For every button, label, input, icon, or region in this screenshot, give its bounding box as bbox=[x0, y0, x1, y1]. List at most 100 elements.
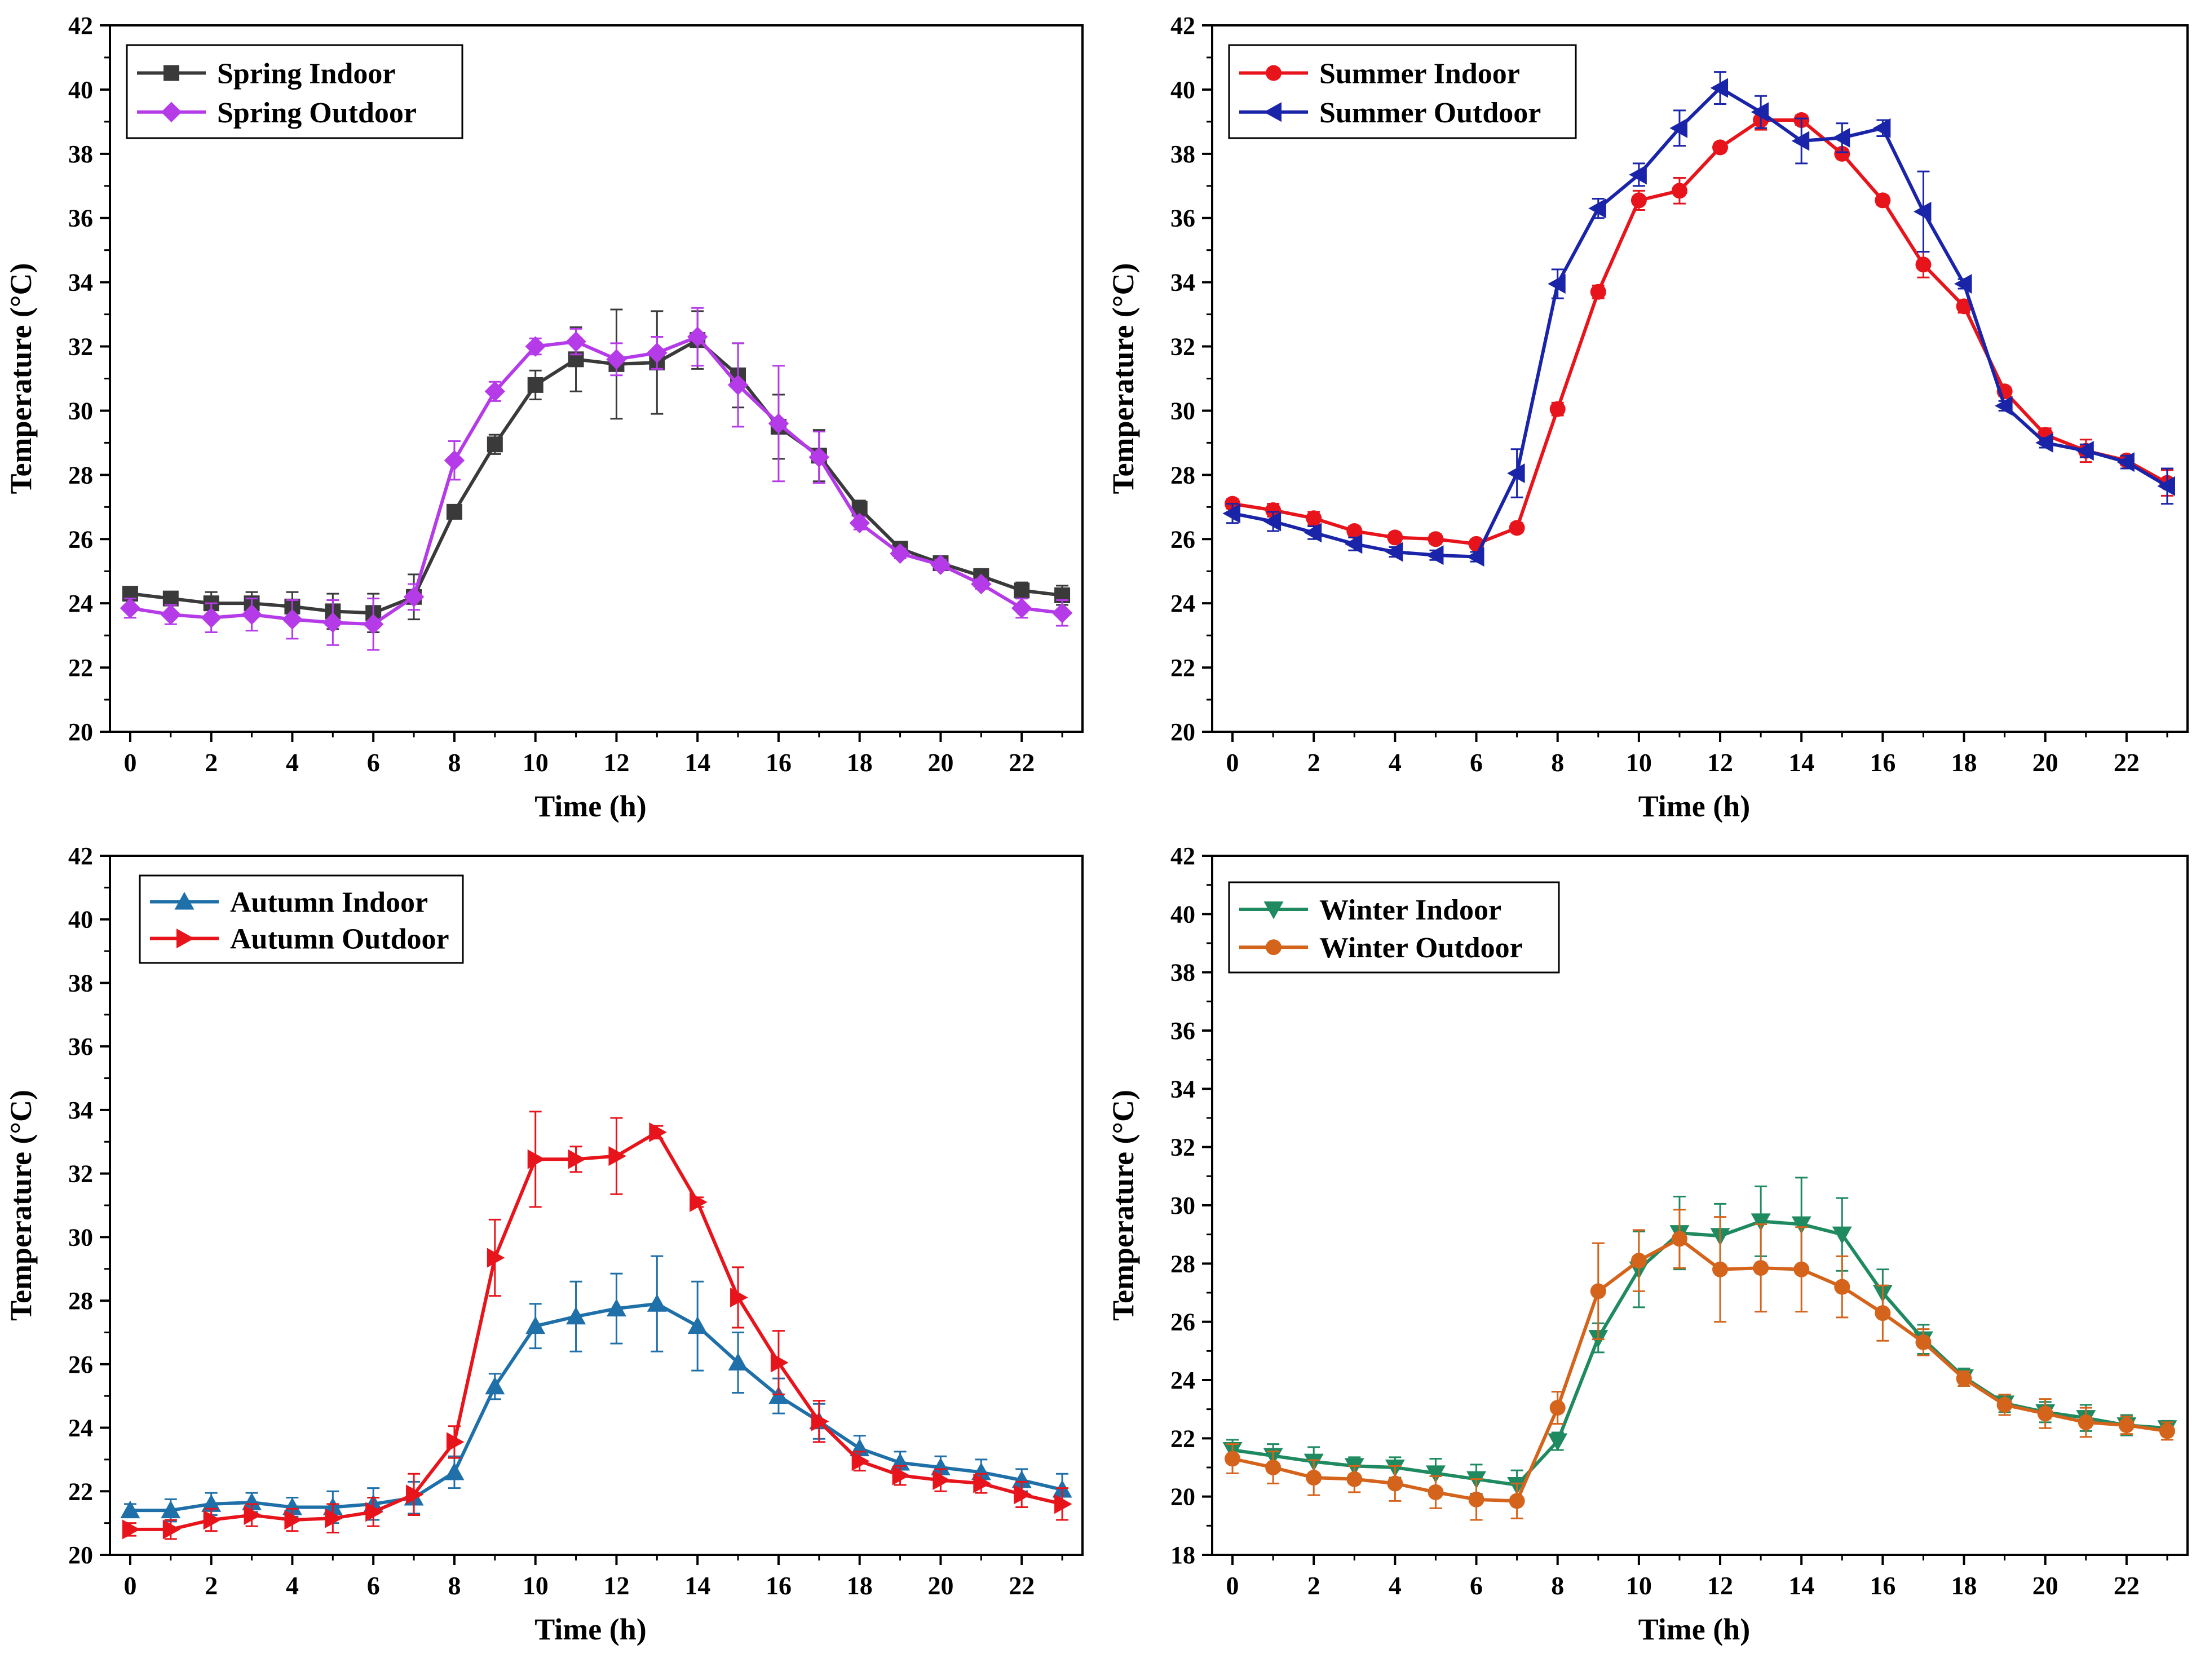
legend-box bbox=[139, 874, 464, 964]
data-point bbox=[687, 1316, 708, 1334]
y-axis-label: Temperature (°C) bbox=[4, 1090, 38, 1321]
legend-marker bbox=[1263, 102, 1282, 122]
y-tick-label: 30 bbox=[68, 397, 93, 425]
data-point bbox=[1956, 1370, 1972, 1387]
data-point bbox=[406, 1484, 424, 1505]
legend-marker bbox=[164, 65, 179, 81]
x-tick-label: 10 bbox=[1626, 748, 1652, 777]
data-point bbox=[1011, 598, 1032, 618]
data-point bbox=[1548, 273, 1566, 294]
y-tick-label: 34 bbox=[68, 1097, 93, 1124]
data-point bbox=[363, 614, 384, 635]
data-point bbox=[933, 1470, 951, 1491]
data-point bbox=[1306, 510, 1322, 527]
x-tick-label: 14 bbox=[684, 1571, 710, 1600]
data-point bbox=[2035, 432, 2053, 453]
data-point bbox=[566, 1306, 586, 1325]
data-point bbox=[1629, 165, 1647, 185]
y-tick-label: 42 bbox=[68, 12, 93, 39]
data-point bbox=[284, 1510, 302, 1530]
x-axis-label: Time (h) bbox=[1638, 789, 1751, 823]
y-tick-label: 24 bbox=[68, 1414, 93, 1442]
data-point bbox=[690, 1192, 708, 1212]
y-tick-label: 20 bbox=[1170, 718, 1195, 746]
data-point bbox=[244, 1505, 262, 1526]
data-point bbox=[2037, 1405, 2053, 1422]
data-point bbox=[1344, 534, 1363, 554]
data-point bbox=[1303, 523, 1322, 543]
legend-label: Spring Indoor bbox=[217, 58, 395, 90]
data-point bbox=[1265, 1460, 1282, 1475]
data-point bbox=[606, 1298, 626, 1317]
y-tick-label: 18 bbox=[1170, 1541, 1195, 1569]
y-tick-label: 22 bbox=[1170, 654, 1195, 682]
series-line bbox=[1232, 86, 2168, 559]
y-tick-label: 28 bbox=[68, 461, 93, 489]
data-point bbox=[1011, 1470, 1032, 1488]
data-point bbox=[1710, 78, 1729, 98]
data-point bbox=[241, 604, 262, 625]
y-tick-label: 26 bbox=[1170, 1308, 1195, 1336]
x-tick-label: 4 bbox=[1389, 1571, 1402, 1600]
legend: Summer Indoor Summer Outdoor bbox=[1228, 44, 1577, 139]
data-point bbox=[444, 450, 465, 471]
data-point bbox=[1054, 1494, 1072, 1514]
x-tick-label: 0 bbox=[1226, 748, 1239, 777]
y-tick-label: 26 bbox=[68, 1351, 93, 1378]
data-point bbox=[1225, 1451, 1241, 1467]
legend-label: Autumn Indoor bbox=[230, 887, 428, 919]
y-axis-label: Temperature (°C) bbox=[1106, 263, 1140, 494]
legend-label: Summer Outdoor bbox=[1319, 97, 1541, 129]
data-point bbox=[1428, 531, 1444, 547]
data-point bbox=[811, 1411, 829, 1431]
data-point bbox=[1263, 511, 1282, 532]
legend: Winter Indoor Winter Outdoor bbox=[1228, 881, 1560, 974]
y-tick-label: 38 bbox=[1170, 140, 1195, 168]
data-point bbox=[1222, 503, 1241, 524]
x-tick-label: 18 bbox=[847, 748, 873, 777]
data-point bbox=[1832, 127, 1850, 148]
y-tick-label: 38 bbox=[68, 969, 93, 997]
data-point bbox=[527, 1149, 546, 1169]
data-point bbox=[1996, 1396, 2013, 1413]
data-point bbox=[647, 1294, 667, 1312]
data-point bbox=[1590, 1283, 1606, 1299]
x-tick-label: 6 bbox=[1470, 748, 1483, 777]
data-point bbox=[565, 331, 586, 352]
legend-label: Spring Outdoor bbox=[217, 97, 417, 129]
x-tick-label: 2 bbox=[205, 1571, 218, 1600]
series-line bbox=[1232, 118, 2168, 546]
data-point bbox=[608, 1146, 626, 1166]
x-tick-label: 2 bbox=[1307, 748, 1320, 777]
series-autumn-indoor bbox=[120, 1255, 1072, 1524]
x-tick-label: 2 bbox=[205, 748, 218, 777]
data-point bbox=[160, 604, 182, 625]
x-tick-label: 12 bbox=[1707, 748, 1733, 777]
data-point bbox=[1346, 1471, 1363, 1487]
x-tick-label: 20 bbox=[2032, 1571, 2058, 1600]
data-point bbox=[728, 1352, 748, 1370]
data-point bbox=[1751, 102, 1769, 122]
data-point bbox=[201, 1494, 222, 1512]
data-point bbox=[242, 1492, 262, 1510]
y-axis-label: Temperature (°C) bbox=[4, 263, 38, 494]
y-tick-label: 34 bbox=[68, 269, 93, 297]
y-tick-label: 32 bbox=[68, 333, 93, 361]
y-tick-label: 28 bbox=[1170, 461, 1195, 489]
series-line bbox=[130, 335, 1063, 626]
data-point bbox=[1509, 520, 1525, 536]
data-point bbox=[487, 436, 503, 453]
data-point bbox=[1671, 183, 1687, 199]
y-tick-label: 40 bbox=[1170, 76, 1195, 104]
x-tick-label: 20 bbox=[2032, 748, 2058, 777]
legend-marker bbox=[1266, 939, 1282, 956]
x-tick-label: 20 bbox=[927, 1571, 953, 1600]
y-tick-label: 22 bbox=[68, 1478, 93, 1505]
data-point bbox=[1466, 547, 1484, 567]
data-point bbox=[444, 1462, 465, 1480]
legend-label: Summer Indoor bbox=[1319, 58, 1520, 90]
data-point bbox=[1915, 1334, 1932, 1350]
x-axis-label: Time (h) bbox=[534, 1612, 647, 1646]
series-summer-outdoor bbox=[1222, 71, 2175, 567]
